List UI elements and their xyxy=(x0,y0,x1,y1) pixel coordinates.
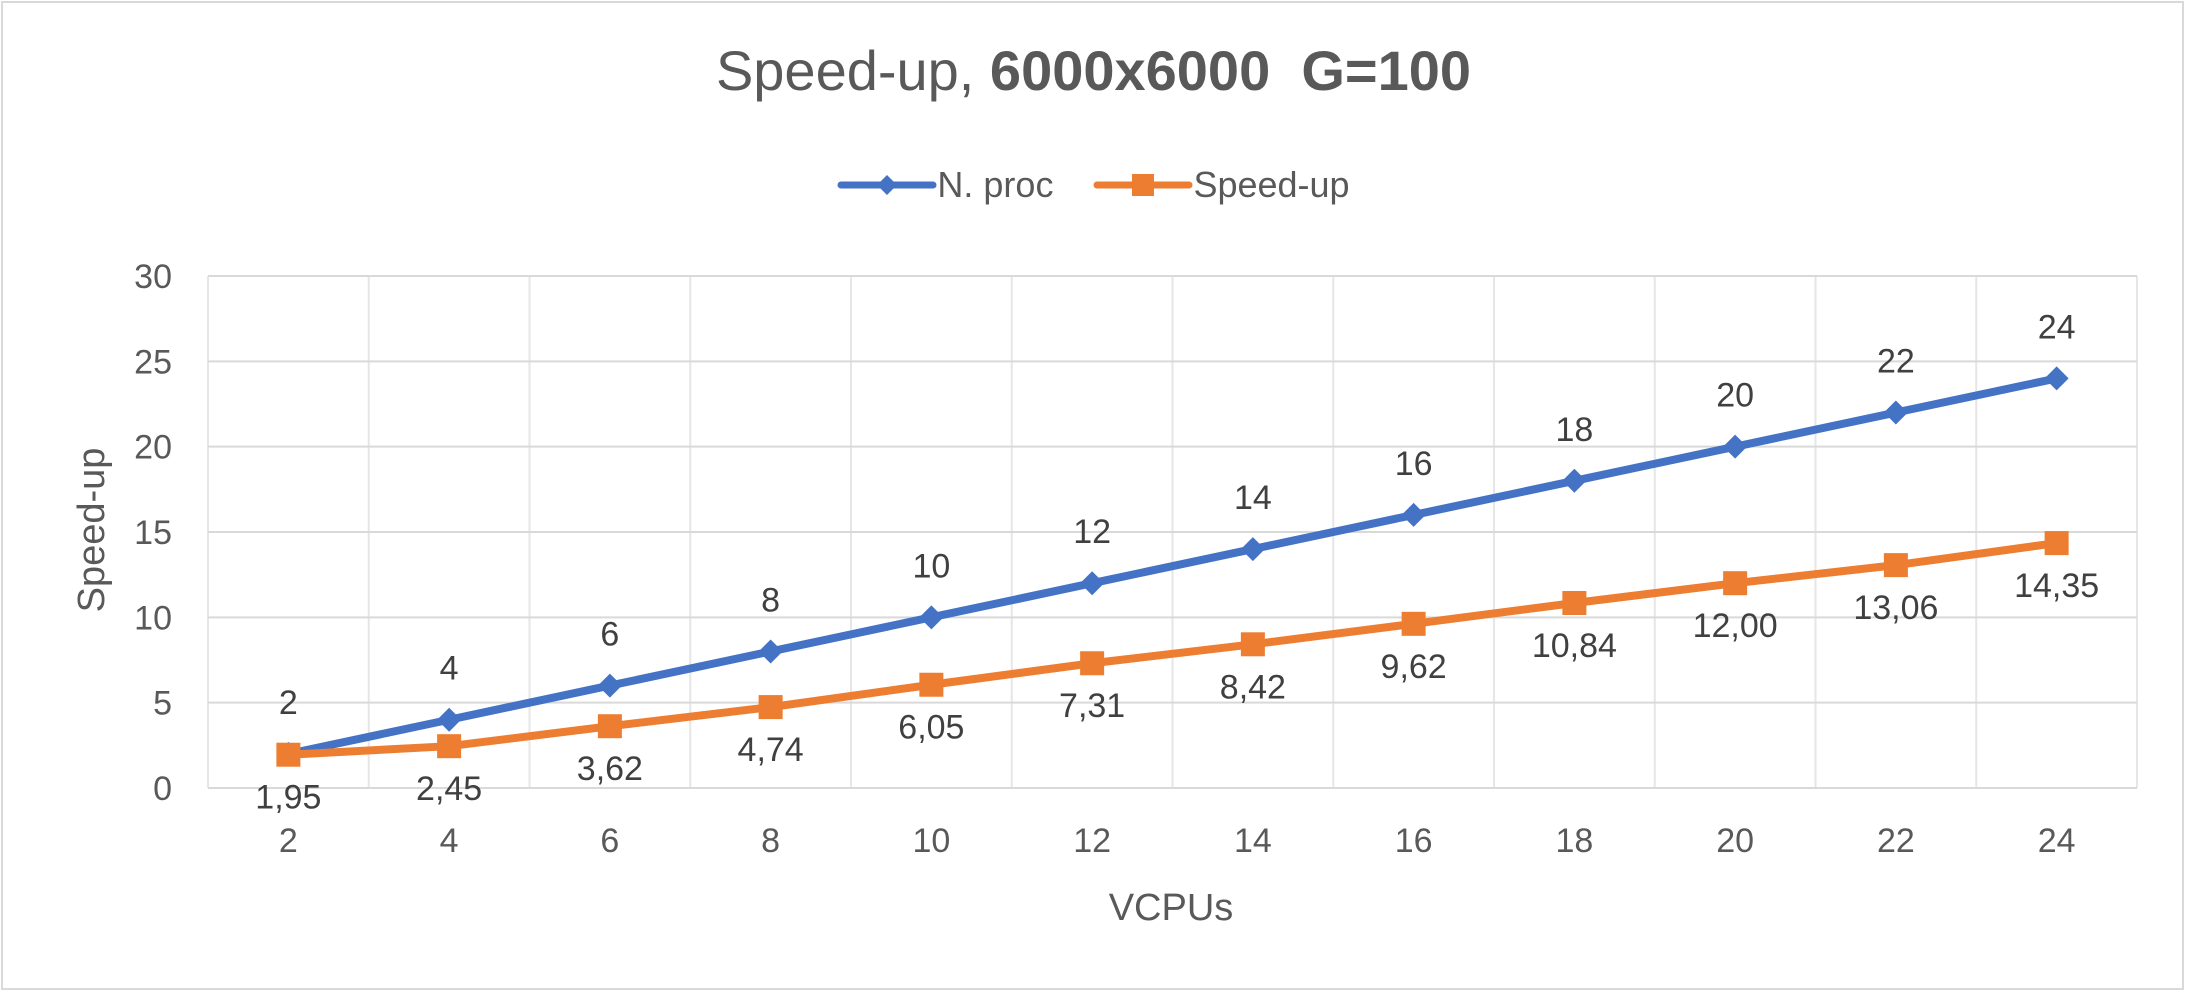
data-label-n-proc: 2 xyxy=(279,684,298,722)
data-point-speed-up xyxy=(2044,531,2069,556)
series-line-speed-up xyxy=(284,539,2061,759)
data-label-n-proc: 6 xyxy=(600,616,619,654)
y-tick-label: 15 xyxy=(134,514,172,552)
data-point-n-proc xyxy=(758,639,783,664)
data-point-speed-up xyxy=(758,695,783,720)
x-tick-label: 12 xyxy=(1073,822,1111,860)
data-point-speed-up xyxy=(1240,632,1265,657)
data-label-n-proc: 22 xyxy=(1877,343,1915,381)
x-axis-title: VCPUs xyxy=(1109,887,1234,929)
data-point-speed-up xyxy=(1723,571,1748,596)
chart-legend: N. proc Speed-up xyxy=(0,160,2187,210)
chart-title-bold: 6000x6000 G=100 xyxy=(989,39,1472,102)
data-point-n-proc xyxy=(919,605,944,630)
chart-title-regular: Speed-up, xyxy=(715,39,990,102)
y-tick-label: 5 xyxy=(153,685,172,723)
data-label-speed-up: 8,42 xyxy=(1220,668,1286,706)
data-label-speed-up: 14,35 xyxy=(2014,567,2099,605)
legend-swatch-n-proc xyxy=(837,175,937,195)
data-label-n-proc: 8 xyxy=(761,581,780,619)
data-point-speed-up xyxy=(597,714,622,739)
data-point-speed-up xyxy=(1401,611,1426,636)
legend-label-n-proc: N. proc xyxy=(937,164,1054,205)
data-point-n-proc xyxy=(437,707,462,732)
data-label-speed-up: 4,74 xyxy=(738,731,804,769)
y-tick-label: 10 xyxy=(134,599,172,637)
data-label-n-proc: 12 xyxy=(1073,513,1111,551)
x-tick-label: 10 xyxy=(912,822,950,860)
data-label-speed-up: 13,06 xyxy=(1853,589,1938,627)
data-label-speed-up: 12,00 xyxy=(1693,607,1778,645)
data-label-speed-up: 3,62 xyxy=(577,750,643,788)
data-label-n-proc: 24 xyxy=(2038,308,2076,346)
data-label-speed-up: 1,95 xyxy=(255,779,321,817)
data-point-n-proc xyxy=(2044,366,2069,391)
data-point-n-proc xyxy=(1723,434,1748,459)
data-point-speed-up xyxy=(1562,590,1587,615)
data-point-n-proc xyxy=(1562,468,1587,493)
data-label-n-proc: 10 xyxy=(912,547,950,585)
data-point-n-proc xyxy=(1883,400,1908,425)
series-line-n-proc xyxy=(284,374,2061,758)
data-label-n-proc: 18 xyxy=(1555,411,1593,449)
data-label-n-proc: 16 xyxy=(1395,445,1433,483)
x-tick-label: 24 xyxy=(2038,822,2076,860)
data-label-speed-up: 2,45 xyxy=(416,770,482,808)
y-tick-label: 25 xyxy=(134,343,172,381)
data-label-speed-up: 6,05 xyxy=(898,709,964,747)
y-tick-label: 20 xyxy=(134,429,172,467)
x-tick-label: 6 xyxy=(600,822,619,860)
legend-item-speed-up: Speed-up xyxy=(1093,164,1350,206)
data-label-speed-up: 10,84 xyxy=(1532,627,1617,665)
data-point-speed-up xyxy=(1883,553,1908,578)
data-point-n-proc xyxy=(1401,502,1426,527)
data-label-n-proc: 14 xyxy=(1234,479,1272,517)
chart-title: Speed-up, 6000x6000 G=100 xyxy=(0,38,2187,103)
x-tick-label: 14 xyxy=(1234,822,1272,860)
y-tick-label: 30 xyxy=(134,258,172,296)
x-tick-label: 2 xyxy=(279,822,298,860)
data-point-n-proc xyxy=(1080,571,1105,596)
data-point-n-proc xyxy=(597,673,622,698)
legend-swatch-speed-up xyxy=(1093,174,1193,196)
legend-label-speed-up: Speed-up xyxy=(1193,164,1350,205)
data-point-speed-up xyxy=(919,672,944,697)
y-tick-label: 0 xyxy=(153,770,172,808)
data-label-n-proc: 20 xyxy=(1716,377,1754,415)
x-tick-label: 4 xyxy=(440,822,459,860)
x-tick-label: 16 xyxy=(1395,822,1433,860)
x-tick-label: 20 xyxy=(1716,822,1754,860)
legend-item-n-proc: N. proc xyxy=(837,164,1053,206)
data-point-speed-up xyxy=(437,734,462,759)
x-tick-label: 22 xyxy=(1877,822,1915,860)
data-point-speed-up xyxy=(1080,651,1105,676)
data-label-n-proc: 4 xyxy=(440,650,459,688)
data-label-speed-up: 9,62 xyxy=(1381,648,1447,686)
data-point-n-proc xyxy=(1240,537,1265,562)
data-point-speed-up xyxy=(276,742,301,767)
y-axis-title: Speed-up xyxy=(71,448,113,613)
x-tick-label: 18 xyxy=(1555,822,1593,860)
x-tick-label: 8 xyxy=(761,822,780,860)
data-label-speed-up: 7,31 xyxy=(1059,687,1125,725)
